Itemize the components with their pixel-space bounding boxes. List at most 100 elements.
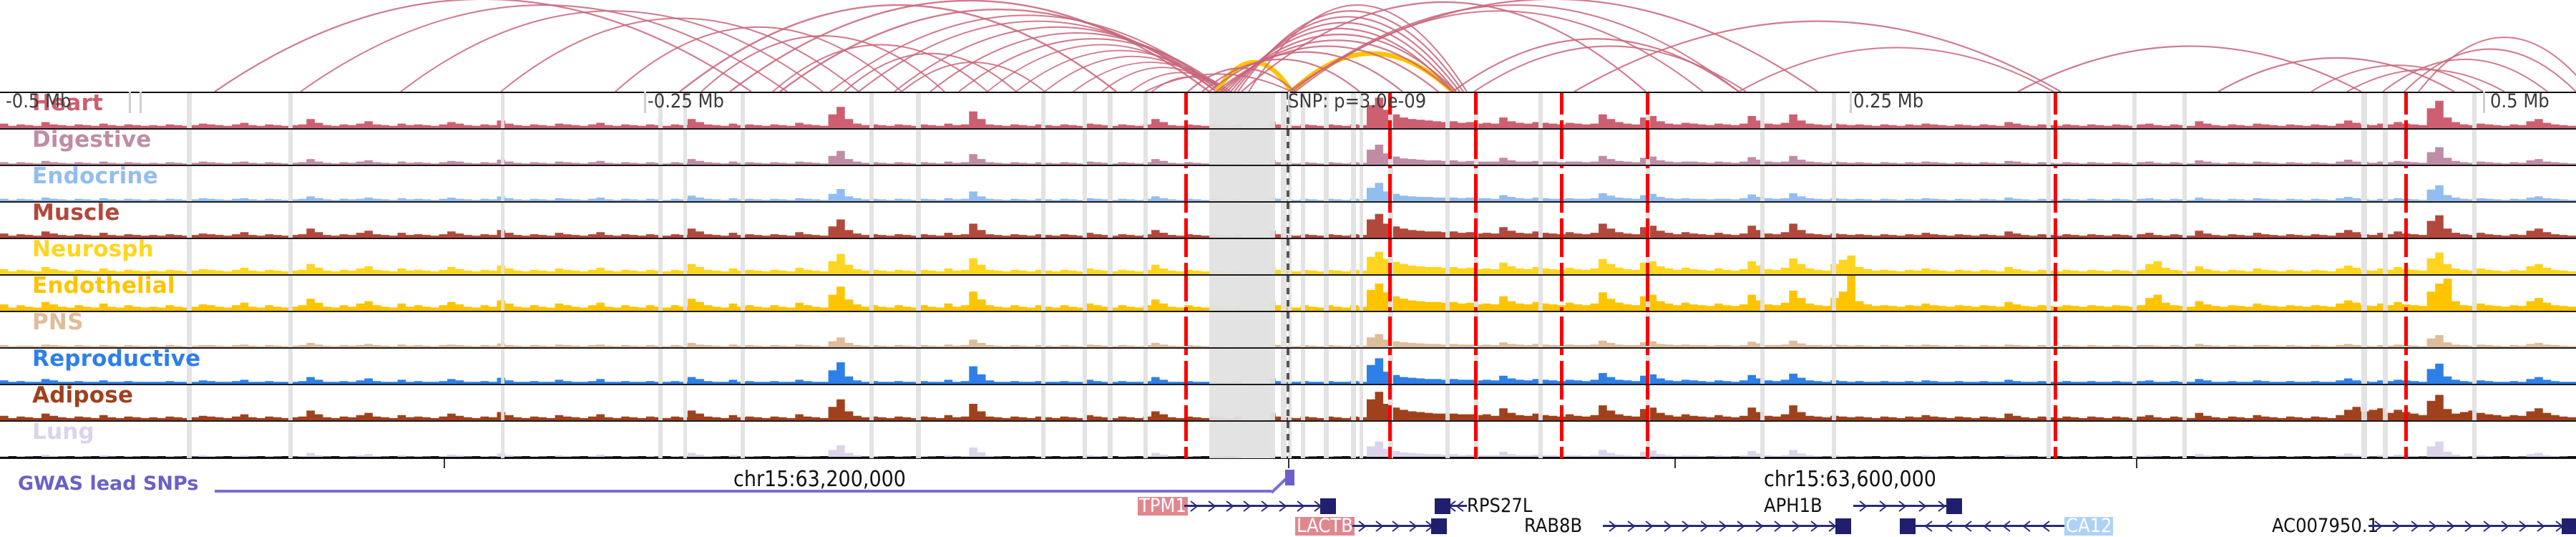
gene-model[interactable] <box>1435 497 1467 516</box>
gene-model[interactable] <box>1352 517 1447 536</box>
gene-strand-arrow-icon <box>1261 500 1269 512</box>
interaction-arc <box>1291 4 1740 92</box>
gene-strand-arrow-icon <box>1773 521 1782 532</box>
gene-strand-arrow-icon <box>2374 521 2383 532</box>
interaction-arc <box>1209 51 1403 92</box>
signal-area <box>0 276 2576 311</box>
interaction-arc <box>729 0 1210 92</box>
gene-strand-arrow-icon <box>2429 521 2437 532</box>
track-plot-area <box>0 385 2576 420</box>
gene-strand-arrow-icon <box>2021 521 2031 532</box>
track-signal-svg <box>0 392 2576 420</box>
signal-track[interactable]: Endocrine <box>0 166 2576 203</box>
interaction-arc <box>701 35 945 92</box>
signal-track[interactable]: Adipose <box>0 385 2576 422</box>
signal-track[interactable]: PNS <box>0 312 2576 349</box>
gene-label-ca12[interactable]: CA12 <box>2064 515 2114 537</box>
gene-label-aph1b[interactable]: APH1B <box>1764 495 1823 517</box>
axis-tick <box>1288 459 1289 468</box>
gene-annotation-track: TPM1 LACTB RPS27L RAB8B APH1B CA12 AC007950.1 <box>0 495 2576 537</box>
interaction-arc <box>858 20 1217 92</box>
signal-track[interactable]: Reproductive <box>0 349 2576 385</box>
gwas-lead-snp-track: GWAS lead SNPs <box>0 470 2576 497</box>
interaction-arc <box>1241 1 1646 92</box>
track-signal-svg <box>0 213 2576 238</box>
interaction-arc <box>615 26 902 92</box>
track-label-endocrine: Endocrine <box>32 166 158 189</box>
track-label-pns: PNS <box>32 312 84 335</box>
interaction-arc <box>2218 57 2455 92</box>
track-signal-svg <box>0 145 2576 165</box>
gene-strand-arrow-icon <box>2410 521 2419 532</box>
track-label-muscle: Muscle <box>32 203 120 226</box>
signal-area <box>0 392 2576 420</box>
gene-strand-arrow-icon <box>1983 521 1991 532</box>
axis-tick <box>1674 459 1676 468</box>
gene-strand-arrow-icon <box>1190 500 1199 512</box>
interaction-arc <box>958 38 1228 92</box>
gene-strand-arrow-icon <box>1645 521 1654 532</box>
signal-track[interactable]: Endothelial <box>0 276 2576 312</box>
gene-exon-block <box>1435 498 1450 514</box>
gene-intron-line <box>1435 505 1467 507</box>
gene-strand-arrow-icon <box>1918 500 1927 512</box>
gene-strand-arrow-icon <box>1878 500 1888 512</box>
interaction-arc <box>2382 59 2548 92</box>
gene-model[interactable] <box>1603 517 1851 536</box>
snp-pvalue-annotation: SNP: p=3.0e-09 <box>1288 90 1427 112</box>
gene-strand-arrow-icon <box>1225 500 1234 512</box>
track-label-reproductive: Reproductive <box>32 349 201 372</box>
gene-label-ac007950-1[interactable]: AC007950.1 <box>2272 515 2379 537</box>
gene-label-rab8b[interactable]: RAB8B <box>1524 515 1583 537</box>
interaction-arc <box>2418 37 2576 92</box>
gene-strand-arrow-icon <box>1375 521 1384 532</box>
track-signal-svg <box>0 97 2576 128</box>
signal-track[interactable]: Neurosph <box>0 239 2576 276</box>
signal-area <box>0 251 2576 274</box>
gene-strand-arrow-icon <box>1792 521 1800 532</box>
gene-label-lactb[interactable]: LACTB <box>1295 515 1355 537</box>
gene-strand-arrow-icon <box>2392 521 2401 532</box>
interaction-arc <box>1294 10 1704 92</box>
gene-strand-arrow-icon <box>1737 521 1745 532</box>
gene-exon-block <box>1946 498 1962 514</box>
gene-exon-block <box>1835 518 1851 534</box>
signal-track[interactable]: Digestive <box>0 130 2576 166</box>
gene-strand-arrow-icon <box>1682 521 1691 532</box>
signal-area <box>0 358 2576 384</box>
gene-model[interactable] <box>2368 517 2576 536</box>
gene-strand-arrow-icon <box>1609 521 1617 532</box>
gene-model[interactable] <box>1900 517 2064 536</box>
gene-exon-block <box>1320 498 1336 514</box>
gene-strand-arrow-icon <box>1755 521 1764 532</box>
signal-track[interactable]: Lung <box>0 422 2576 458</box>
gene-label-tpm1[interactable]: TPM1 <box>1138 495 1188 517</box>
gene-strand-arrow-icon <box>2002 521 2011 532</box>
interaction-arc <box>772 44 988 92</box>
interaction-arc <box>1473 45 1747 92</box>
track-label-heart: Heart <box>32 93 103 116</box>
gene-label-rps27l[interactable]: RPS27L <box>1467 495 1533 517</box>
gene-model[interactable] <box>1184 497 1336 516</box>
gene-strand-arrow-icon <box>1943 521 1953 532</box>
axis-tick <box>2136 459 2137 468</box>
coordinate-label-right: chr15:63,600,000 <box>1764 467 1936 492</box>
signal-track[interactable]: Muscle <box>0 203 2576 239</box>
gwas-connector-line <box>215 490 1272 493</box>
interaction-arc <box>2017 45 2362 92</box>
coordinate-label-left: chr15:63,200,000 <box>733 467 906 492</box>
gene-strand-arrow-icon <box>1455 500 1464 512</box>
gene-strand-arrow-icon <box>2501 521 2509 532</box>
gwas-track-label: GWAS lead SNPs <box>18 473 199 495</box>
gene-strand-arrow-icon <box>1392 521 1400 532</box>
gwas-lead-snp-marker[interactable] <box>1285 470 1294 485</box>
gene-strand-arrow-icon <box>1409 521 1418 532</box>
gene-model[interactable] <box>1853 497 1962 516</box>
signal-area <box>0 441 2576 458</box>
track-signal-svg <box>0 441 2576 458</box>
interaction-arc <box>300 4 788 92</box>
interaction-arc <box>1144 73 1292 92</box>
arc-svg <box>214 0 2576 92</box>
gene-strand-arrow-icon <box>1924 521 1933 532</box>
gene-strand-arrow-icon <box>1664 521 1672 532</box>
